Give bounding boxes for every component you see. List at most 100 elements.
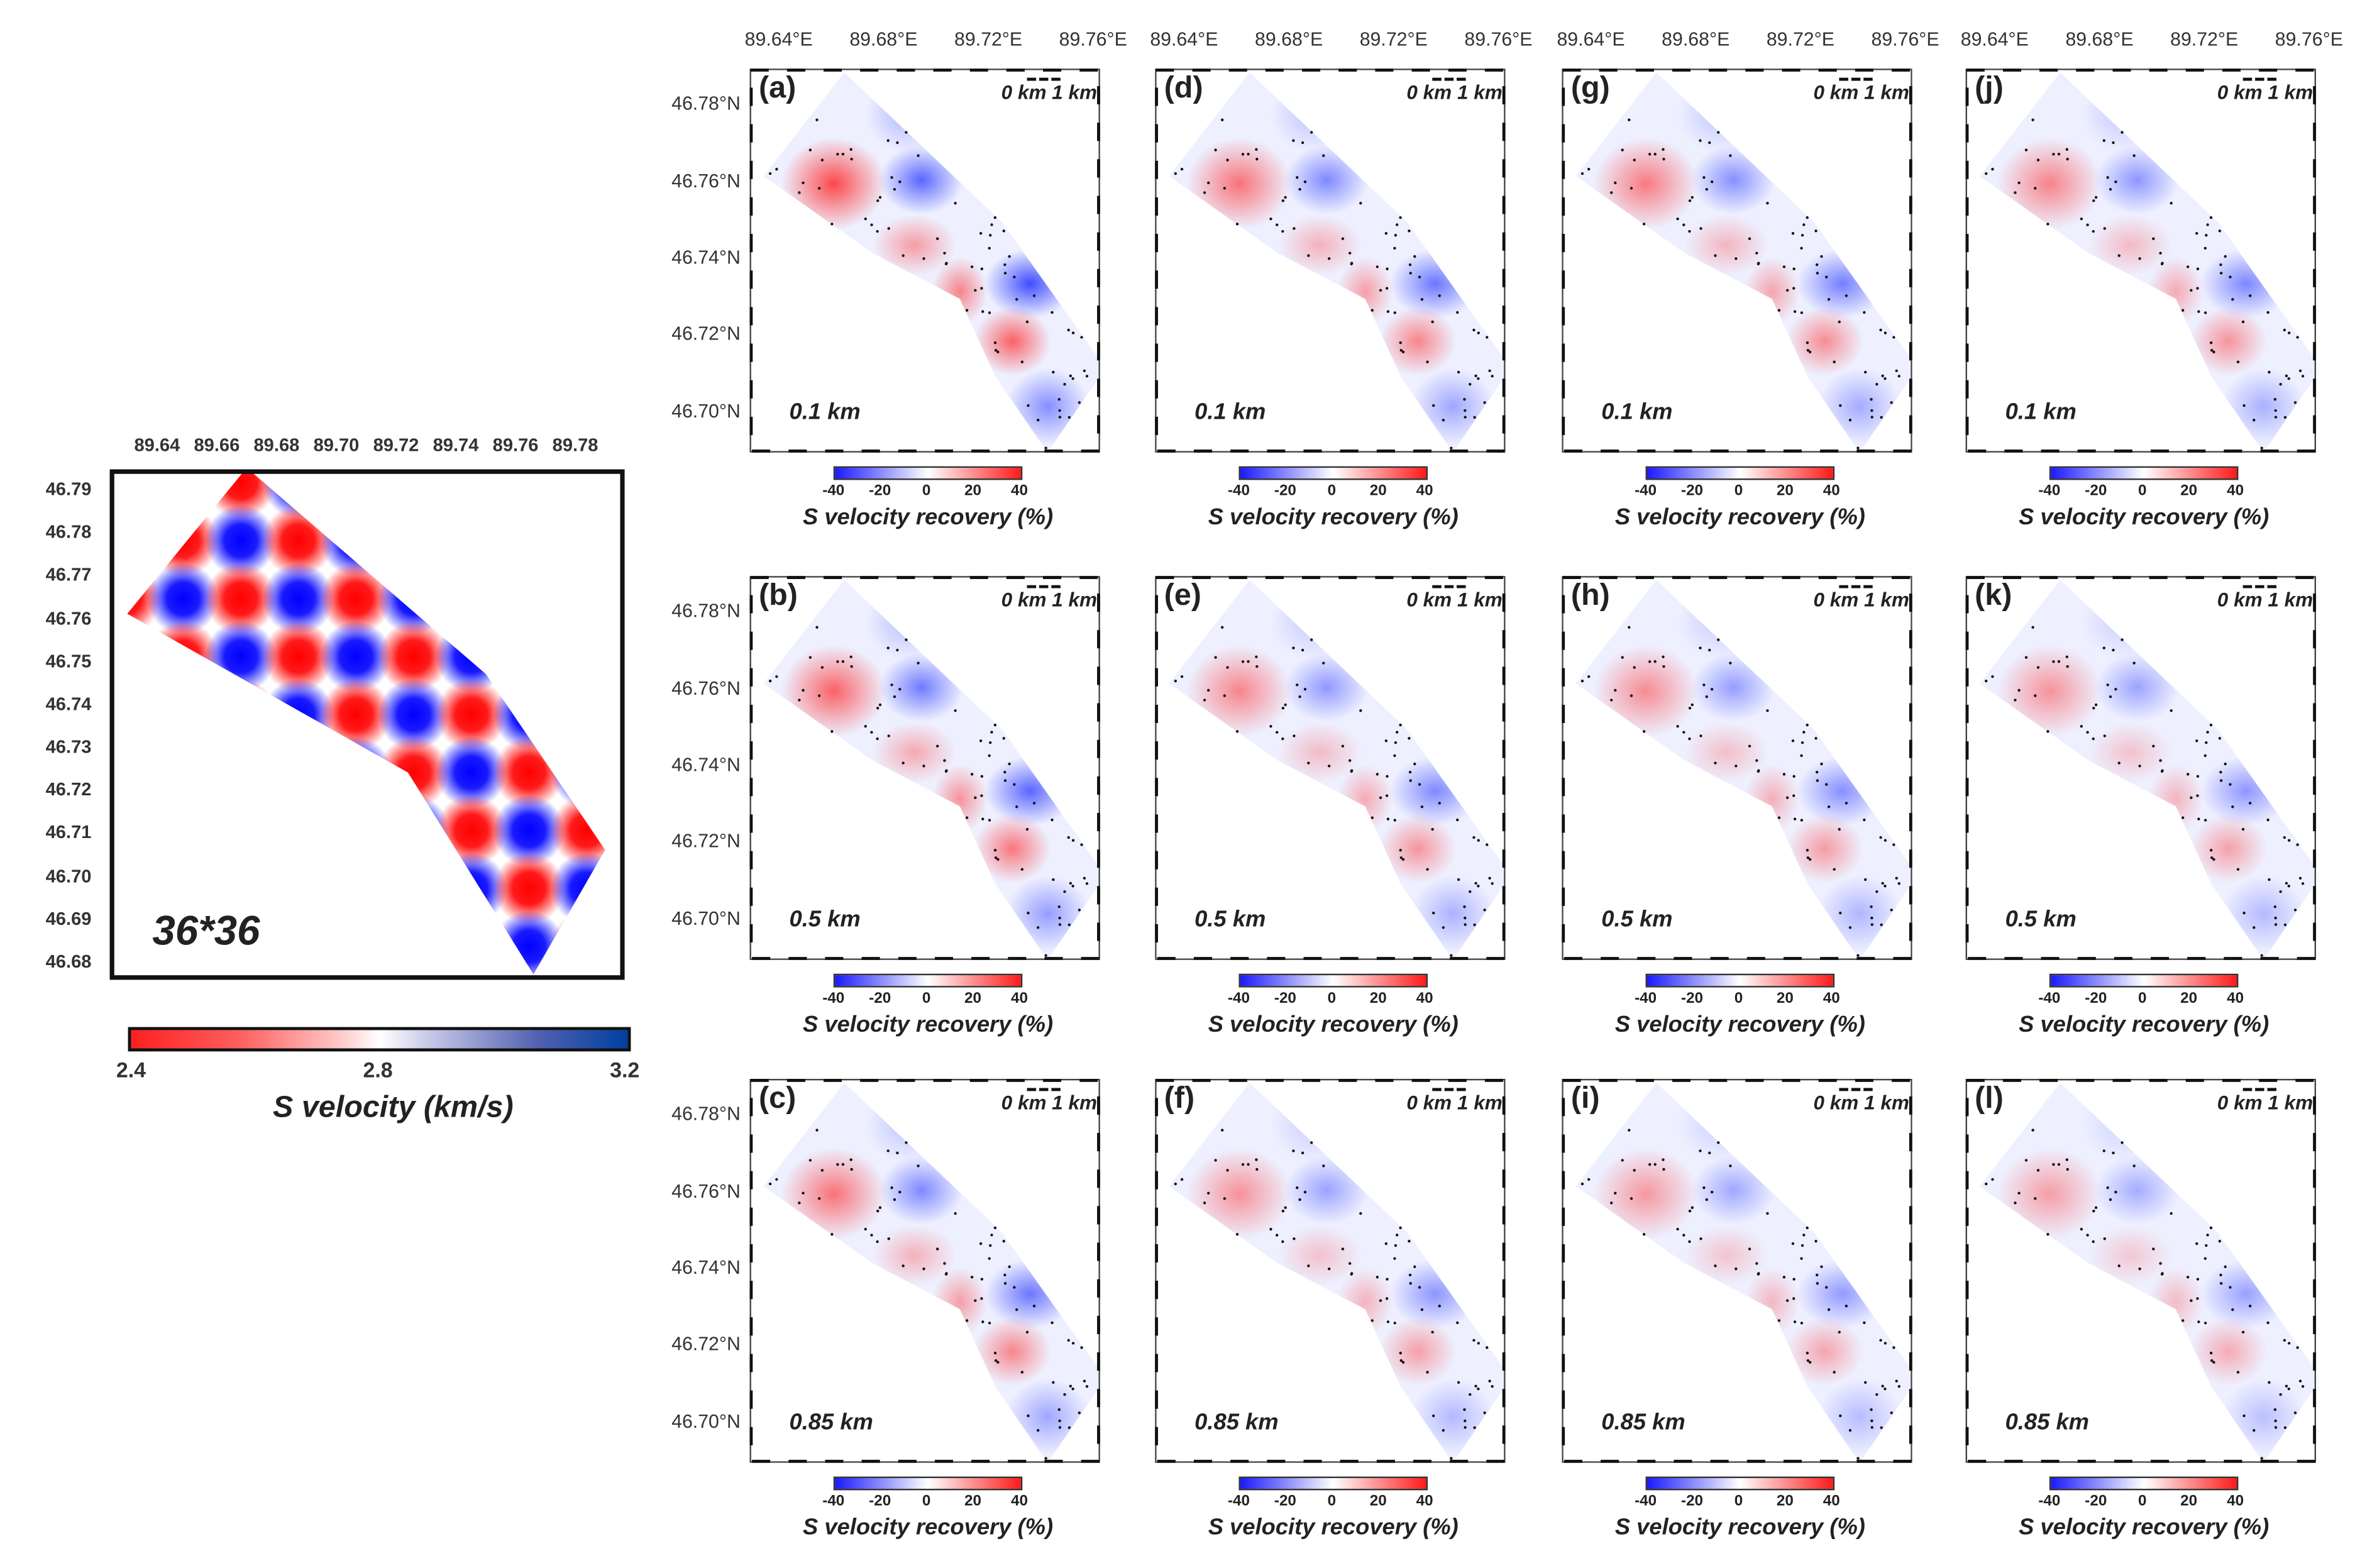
- station-dot: [2132, 661, 2136, 665]
- scale-bar-line: [2242, 77, 2277, 81]
- checker-cell: [378, 504, 449, 577]
- station-dot: [1662, 1158, 1665, 1161]
- station-dot: [1394, 1244, 1398, 1247]
- station-dot: [1820, 762, 1823, 766]
- station-dot: [1800, 754, 1803, 758]
- station-dot: [870, 1234, 873, 1237]
- high-velocity-anomaly: [1796, 249, 1888, 319]
- station-dot: [1393, 246, 1396, 250]
- station-dot: [1839, 404, 1842, 407]
- low-velocity-anomaly: [781, 1147, 886, 1240]
- checker-cell: [435, 504, 507, 577]
- station-dot: [1477, 1342, 1480, 1345]
- recovery-tick: 40: [2227, 483, 2244, 500]
- station-dot: [2242, 404, 2246, 407]
- station-dot: [1298, 695, 1301, 698]
- station-dot: [886, 139, 890, 142]
- station-dot: [2218, 737, 2222, 740]
- station-dot: [1717, 1141, 1720, 1144]
- low-velocity-anomaly: [1593, 645, 1699, 737]
- station-dot: [1057, 1408, 1061, 1411]
- recovery-tick: 20: [1369, 483, 1387, 500]
- high-velocity-anomaly: [1389, 1259, 1481, 1328]
- station-dot: [1457, 370, 1460, 374]
- station-dot: [1292, 139, 1295, 142]
- depth-label: 0.85 km: [2005, 1409, 2090, 1436]
- station-dot: [1875, 1393, 1878, 1396]
- station-dot: [2268, 1381, 2271, 1384]
- station-dot: [2210, 348, 2214, 352]
- station-dot: [1825, 275, 1828, 279]
- station-dot: [1450, 954, 1453, 957]
- recovery-tick: -40: [1635, 1493, 1657, 1510]
- station-dot: [1301, 141, 1304, 145]
- station-dot: [1985, 1182, 1988, 1186]
- recovery-tick: -40: [1635, 990, 1657, 1008]
- station-dot: [1464, 416, 1467, 419]
- station-dot: [1642, 730, 1646, 733]
- scale-bar-line: [2242, 585, 2277, 588]
- station-dot: [1255, 655, 1258, 658]
- high-velocity-anomaly: [1271, 76, 1355, 153]
- scale-bar-label: 0 km 1 km: [1001, 80, 1098, 104]
- station-dot: [1486, 1346, 1489, 1349]
- station-dot: [1293, 734, 1296, 737]
- low-velocity-anomaly: [1786, 1317, 1863, 1386]
- station-dot: [2017, 1191, 2021, 1195]
- recovery-colorbar-ticks: -40 -20 0 20 40: [1228, 990, 1452, 1008]
- high-velocity-anomaly: [2081, 583, 2166, 661]
- station-dot: [1621, 656, 1624, 659]
- station-dot: [1881, 881, 1884, 885]
- station-dot: [1015, 297, 1018, 301]
- station-dot: [993, 1226, 997, 1230]
- station-dot: [1214, 656, 1217, 659]
- station-dot: [1800, 1257, 1803, 1260]
- lon-tick-label: 89.76°E: [1871, 29, 1939, 50]
- recovery-colorbar-title: S velocity recovery (%): [1614, 1515, 1865, 1541]
- station-dot: [1791, 232, 1795, 235]
- station-dot: [1071, 885, 1074, 888]
- station-dot: [1057, 397, 1061, 401]
- station-dot: [1870, 1408, 1873, 1411]
- low-velocity-anomaly: [872, 214, 957, 276]
- station-dot: [988, 246, 991, 250]
- recovery-colorbar-title: S velocity recovery (%): [1208, 504, 1459, 531]
- high-velocity-anomaly: [1411, 875, 1495, 952]
- map-frame: [1562, 69, 1912, 453]
- station-dot: [1676, 1227, 1679, 1231]
- recovery-tick: -20: [2085, 483, 2107, 500]
- station-dot: [936, 1247, 939, 1251]
- lat-tick-label: 46.78: [45, 521, 92, 543]
- lon-tick-label: 89.72°E: [2170, 29, 2239, 50]
- station-dot: [2170, 202, 2173, 205]
- station-dot: [2241, 827, 2245, 831]
- station-dot: [1207, 688, 1210, 692]
- checker-cell: [127, 469, 162, 519]
- station-dot: [1396, 731, 1399, 734]
- low-velocity-anomaly: [932, 1267, 988, 1337]
- recovery-panel-j: (j) 0 km 1 km 0.1 km: [1965, 69, 2317, 453]
- checker-cell: [551, 678, 605, 751]
- station-dot: [1058, 409, 1061, 412]
- recovery-tick: -40: [1227, 1493, 1250, 1510]
- station-dot: [1348, 759, 1352, 762]
- recovery-tick: -40: [2038, 483, 2061, 500]
- lat-tick-label: 46.70: [45, 864, 92, 886]
- station-dot: [988, 1257, 991, 1260]
- recovery-tick: -40: [1227, 990, 1250, 1008]
- station-dot: [1284, 1206, 1287, 1210]
- station-dot: [2253, 419, 2256, 422]
- station-dot: [1839, 1414, 1842, 1418]
- recovery-tick: 20: [1776, 1493, 1794, 1510]
- station-dot: [965, 309, 969, 312]
- recovery-tick: 40: [2227, 990, 2244, 1008]
- station-dot: [1328, 1267, 1331, 1271]
- station-dot: [1714, 1264, 1717, 1267]
- station-dot: [1370, 309, 1374, 312]
- recovery-colorbar: [2049, 466, 2239, 480]
- station-dot: [1848, 1428, 1852, 1432]
- station-dot: [2106, 683, 2109, 687]
- station-dot: [876, 1209, 880, 1213]
- recovery-tick: 0: [922, 483, 931, 500]
- station-dot: [2161, 769, 2164, 772]
